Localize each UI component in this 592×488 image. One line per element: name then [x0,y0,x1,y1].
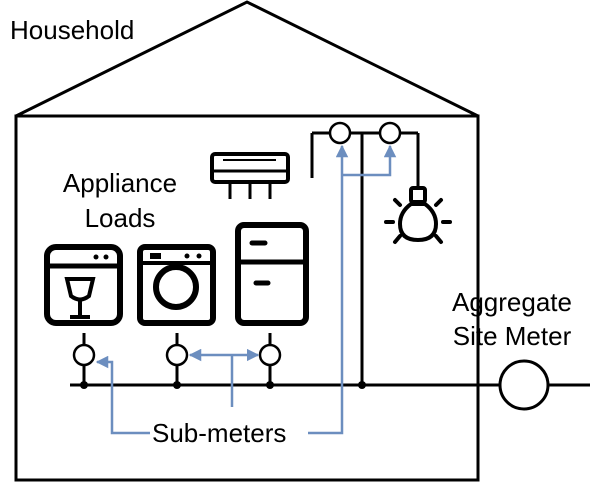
arrow-to-dishwasher-meter [95,355,150,435]
appliance-loads-label-line2: Loads [84,203,156,233]
house-roof [15,0,479,118]
junction-dot [80,381,88,389]
submeter-dishwasher [72,343,96,367]
aggregate-meter-label-line1: Aggregate [452,287,572,317]
arrow-to-ac-meter [308,144,349,435]
junction-dot [358,381,366,389]
aggregate-meter-label-line2: Site Meter [452,321,572,351]
aggregate-meter-circle [498,359,550,411]
house-walls [14,114,480,482]
junction-dot [266,381,274,389]
submeters-label: Sub-meters [152,418,287,448]
submeter-ac [328,121,352,145]
appliance-loads-label-line1: Appliance [62,168,178,198]
refrigerator-icon [235,222,309,326]
air-conditioner-icon [210,152,290,199]
light-bulb-icon [384,186,452,244]
dishwasher-icon [44,244,123,326]
washing-machine-icon [137,244,216,326]
submeter-washer [165,343,189,367]
junction-dots [80,381,366,389]
house-outline [14,0,480,482]
submeter-annotation-arrows [95,144,397,435]
submeter-circles [72,121,402,367]
household-label: Household [10,15,135,45]
submeter-fridge [258,343,282,367]
arrow-to-light-meter [342,144,397,177]
submeter-light [378,121,402,145]
junction-dot [173,381,181,389]
